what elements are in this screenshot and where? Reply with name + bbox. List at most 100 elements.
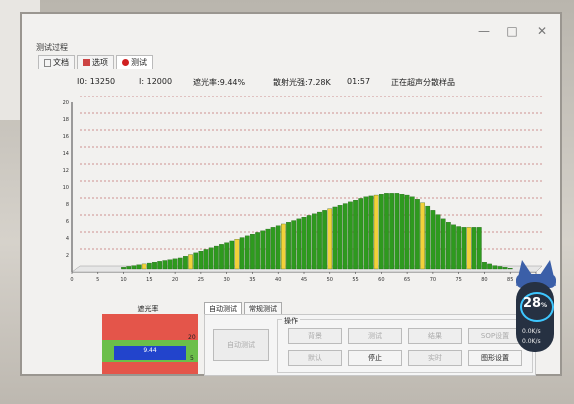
time-readout: 01:57 (347, 77, 371, 86)
close-button[interactable]: ✕ (536, 24, 548, 38)
x-tick-label: 40 (275, 277, 281, 283)
y-tick-label: 16 (63, 134, 69, 140)
bar (353, 200, 358, 270)
background-button[interactable]: 背景 (288, 328, 342, 344)
network-monitor-widget[interactable]: 28% 0.0K/s 0.0K/s (508, 258, 556, 354)
bar (193, 252, 199, 270)
x-tick-label: 70 (430, 277, 436, 283)
gauge-red-zone-low (102, 362, 198, 374)
bar (131, 265, 137, 270)
y-tick-label: 12 (63, 168, 69, 174)
x-tick-label: 85 (507, 277, 513, 283)
bar (446, 222, 451, 270)
scatter-readout: 散射光强:7.28K (273, 78, 331, 87)
gauge-red-zone (102, 314, 198, 340)
tab-options[interactable]: 选项 (77, 55, 114, 69)
maximize-button[interactable]: □ (506, 24, 518, 38)
bar (497, 266, 503, 270)
bar (456, 226, 462, 270)
bar (435, 214, 441, 270)
bar (306, 215, 312, 270)
app-window: 测试过程 — □ ✕ 文档 选项 测试 I0: 13250 I: 12000 遮… (22, 14, 560, 376)
x-tick-label: 0 (70, 277, 73, 283)
default-button[interactable]: 默认 (288, 350, 342, 366)
bar (373, 194, 379, 270)
bar (203, 249, 209, 270)
bar (250, 233, 255, 270)
bar (451, 224, 456, 270)
x-tick-label: 5 (96, 277, 99, 283)
y-tick-label: 10 (63, 185, 69, 191)
bar (152, 262, 157, 270)
test-icon (122, 59, 129, 66)
bar (162, 260, 168, 270)
bar (420, 202, 425, 270)
bottom-panel: 遮光率 9.44 20 5 自动测试 常规测试 自动测试 操作 背景 测试 结果… (92, 298, 537, 378)
gauge-level-bar (114, 346, 186, 360)
bar (363, 196, 369, 270)
usage-ring (520, 292, 554, 322)
bar (378, 194, 384, 270)
x-tick-label: 50 (327, 277, 333, 283)
operation-group-label: 操作 (282, 316, 300, 326)
bar (332, 206, 338, 270)
x-tick-label: 20 (172, 277, 178, 283)
realtime-button[interactable]: 实时 (408, 350, 462, 366)
x-tick-label: 80 (481, 277, 487, 283)
usage-value: 28% (522, 296, 548, 311)
x-tick-label: 10 (120, 277, 126, 283)
bar (219, 244, 224, 270)
bar (348, 201, 353, 270)
x-tick-label: 65 (404, 277, 410, 283)
bar (141, 263, 147, 270)
bar (425, 205, 431, 270)
y-tick-label: 18 (63, 117, 69, 123)
bar (229, 240, 235, 270)
tab-label: 选项 (92, 58, 108, 67)
bar (389, 193, 394, 270)
bar (358, 198, 364, 270)
bar (260, 230, 266, 270)
bar (476, 227, 482, 270)
tab-test[interactable]: 测试 (116, 55, 153, 69)
control-panel: 自动测试 操作 背景 测试 结果 SOP设置 默认 停止 实时 图形设置 (204, 314, 536, 376)
minimize-button[interactable]: — (478, 24, 490, 38)
bar (291, 220, 297, 270)
bar (368, 195, 374, 270)
bar (296, 218, 302, 270)
document-icon (44, 58, 51, 67)
bar (404, 194, 410, 270)
graph-settings-button[interactable]: 图形设置 (468, 350, 522, 366)
bar (244, 235, 250, 270)
bar (399, 194, 405, 270)
distribution-chart: 2 4 6 8 10 12 14 16 18 20 0 5 10 15 20 25 30 35 40 45 50 55 60… (63, 96, 543, 283)
tab-label: 文档 (53, 58, 69, 67)
y-tick-label: 20 (63, 100, 69, 106)
bar (482, 262, 487, 270)
bar (121, 267, 126, 270)
y-tick-label: 4 (66, 236, 69, 242)
bar (322, 210, 327, 270)
bar (234, 239, 240, 270)
gauge-value: 9.44 (143, 347, 157, 354)
y-tick-label: 6 (66, 219, 69, 225)
gauge-title: 遮光率 (137, 305, 159, 313)
gauge-tick-top: 20 (188, 334, 196, 341)
measure-button[interactable]: 测试 (348, 328, 402, 344)
obscuration-gauge: 遮光率 9.44 20 5 (98, 298, 198, 376)
bar (177, 257, 183, 270)
result-button[interactable]: 结果 (408, 328, 462, 344)
bar (466, 227, 472, 270)
options-icon (83, 59, 90, 66)
bar (183, 256, 188, 270)
bar (157, 261, 162, 270)
bar (440, 218, 446, 270)
x-tick-label: 60 (378, 277, 384, 283)
bar (198, 250, 204, 270)
bar (502, 267, 508, 270)
download-speed: 0.0K/s (522, 338, 541, 345)
tab-document[interactable]: 文档 (38, 55, 75, 69)
stop-button[interactable]: 停止 (348, 350, 402, 366)
bar (327, 208, 333, 270)
auto-test-button[interactable]: 自动测试 (213, 329, 269, 361)
